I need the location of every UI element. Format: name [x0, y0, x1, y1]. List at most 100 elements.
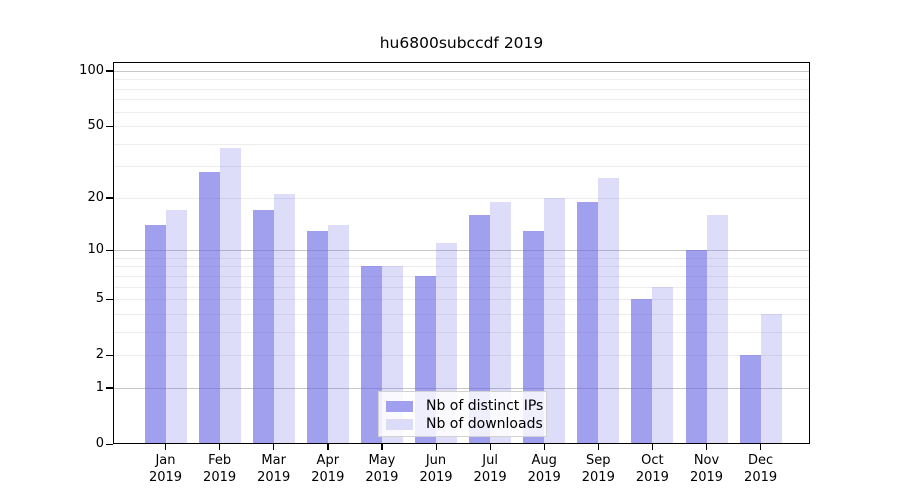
x-tick-year: 2019 [311, 470, 345, 485]
x-axis-tick-label: Mar 2019 [246, 452, 302, 486]
y-axis-tick-label: 0 [95, 436, 104, 451]
x-tick-month: Oct [641, 453, 664, 468]
y-tick [106, 298, 113, 300]
x-axis-tick-label: Jun 2019 [408, 452, 464, 486]
legend-swatch-distinct-ips [386, 400, 413, 412]
bar-distinct-ips [469, 215, 491, 444]
x-tick-year: 2019 [419, 470, 453, 485]
x-tick-year: 2019 [148, 470, 183, 485]
bar-downloads [219, 147, 241, 444]
y-tick [106, 125, 113, 128]
x-tick-year: 2019 [744, 470, 778, 485]
legend-item: Nb of distinct IPs [386, 397, 543, 415]
y-axis-tick-label: 10 [87, 242, 104, 258]
bar-distinct-ips [144, 225, 166, 444]
y-tick [106, 443, 113, 445]
x-axis-tick-label: Jul 2019 [462, 452, 518, 486]
x-axis-tick-label: Jan 2019 [138, 452, 194, 486]
x-tick [273, 444, 275, 450]
x-tick [435, 444, 437, 450]
bar-downloads [706, 215, 728, 444]
legend-item: Nb of downloads [386, 415, 543, 433]
bar-downloads [598, 177, 620, 444]
bar-distinct-ips [631, 299, 653, 444]
x-tick-month: Sep [586, 453, 611, 468]
x-tick [165, 444, 167, 450]
bar-downloads [327, 225, 349, 444]
bar-downloads [760, 313, 782, 444]
y-axis-tick-label: 2 [95, 347, 104, 363]
gridline-minor [113, 286, 810, 288]
x-axis-tick-label: Nov 2019 [679, 452, 735, 486]
bar-distinct-ips [577, 201, 599, 444]
gridline-minor [113, 275, 810, 277]
legend-label: Nb of distinct IPs [426, 398, 544, 414]
x-tick [327, 444, 329, 450]
bar-downloads [165, 210, 187, 444]
x-tick-year: 2019 [635, 470, 669, 485]
bar-downloads [544, 197, 566, 444]
gridline-minor [113, 166, 810, 168]
x-tick [543, 444, 545, 450]
gridline-major [113, 250, 810, 252]
x-tick-year: 2019 [365, 470, 399, 485]
bar-distinct-ips [306, 230, 328, 444]
x-axis-tick-label: Sep 2019 [570, 452, 626, 486]
bar-distinct-ips [198, 171, 220, 444]
x-axis-tick-label: Aug 2019 [516, 452, 572, 486]
gridline-minor [113, 266, 810, 268]
y-tick [106, 70, 113, 72]
x-axis-tick-label: Oct 2019 [624, 452, 680, 486]
y-axis-tick-label: 100 [79, 62, 104, 78]
y-axis-tick-label: 5 [95, 291, 104, 307]
legend: Nb of distinct IPs Nb of downloads [378, 391, 547, 437]
x-axis-tick-label: Feb 2019 [192, 452, 248, 486]
bar-distinct-ips [360, 266, 382, 444]
gridline-minor [113, 111, 810, 113]
bar-distinct-ips [523, 230, 545, 444]
x-tick [706, 444, 708, 450]
gridline-minor [113, 88, 810, 90]
gridline-minor [113, 355, 810, 357]
y-tick [106, 354, 113, 356]
gridline-minor [113, 126, 810, 128]
bar-downloads [273, 194, 295, 444]
x-tick-year: 2019 [581, 470, 615, 485]
x-tick-month: Apr [316, 453, 340, 468]
legend-swatch-downloads [386, 418, 413, 430]
x-axis-tick-label: Apr 2019 [300, 452, 356, 486]
bar-distinct-ips [739, 355, 761, 444]
x-tick-month: Jul [482, 453, 498, 468]
x-tick-month: May [368, 453, 396, 468]
x-tick-month: Dec [748, 453, 774, 468]
bar-downloads [652, 286, 674, 444]
gridline-minor [113, 143, 810, 145]
gridline-minor [113, 79, 810, 81]
bar-distinct-ips [685, 250, 707, 444]
x-tick-year: 2019 [473, 470, 507, 485]
gridline-minor [113, 197, 810, 199]
y-tick [106, 249, 113, 251]
x-tick-year: 2019 [203, 470, 237, 485]
x-tick-year: 2019 [689, 470, 724, 485]
gridline-major [113, 387, 810, 389]
y-axis-tick-label: 1 [95, 379, 104, 395]
gridline-minor [113, 257, 810, 259]
x-tick [489, 444, 491, 450]
chart-title: hu6800subccdf 2019 [379, 34, 544, 52]
x-axis-tick-label: Dec 2019 [733, 452, 789, 486]
x-axis-tick-label: May 2019 [354, 452, 410, 486]
y-tick [106, 197, 113, 199]
x-tick-month: Mar [261, 453, 286, 468]
x-tick [651, 444, 654, 450]
x-tick [760, 444, 762, 450]
legend-label: Nb of downloads [426, 416, 543, 432]
gridline-major [113, 70, 810, 72]
plot-area: Nb of distinct IPs Nb of downloads [113, 62, 810, 444]
y-tick [106, 387, 113, 389]
x-tick-year: 2019 [257, 470, 291, 485]
x-tick-month: Nov [693, 453, 720, 468]
x-tick-month: Jun [425, 453, 447, 468]
x-tick-month: Aug [531, 453, 557, 468]
